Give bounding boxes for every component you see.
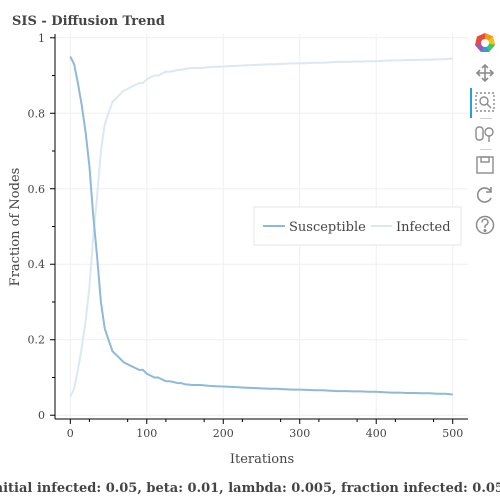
legend: Susceptible Infected bbox=[253, 206, 462, 246]
x-tick-label: 200 bbox=[213, 427, 234, 440]
legend-label-infected: Infected bbox=[396, 220, 451, 235]
x-tick-label: 500 bbox=[442, 427, 463, 440]
legend-box bbox=[253, 206, 462, 246]
y-axis-label: Fraction of Nodes bbox=[8, 168, 23, 287]
help-icon[interactable] bbox=[474, 214, 498, 236]
bokeh-logo-icon[interactable] bbox=[474, 32, 498, 54]
y-tick-label: 0.8 bbox=[28, 107, 46, 120]
axes: 0 100 200 300 400 500 0 0.2 0.4 0.6 0.8 1 bbox=[28, 32, 468, 440]
box-zoom-icon[interactable] bbox=[474, 91, 498, 113]
y-tick-label: 0 bbox=[38, 409, 45, 422]
y-tick-label: 1 bbox=[38, 32, 45, 45]
series-line-susceptible bbox=[69, 56, 453, 396]
x-tick-label: 100 bbox=[136, 427, 157, 440]
legend-label-susceptible: Susceptible bbox=[289, 220, 366, 235]
pan-icon[interactable] bbox=[474, 62, 498, 84]
toolbar bbox=[470, 30, 500, 270]
chart-subtitle: Initial infected: 0.05, beta: 0.01, lamb… bbox=[0, 481, 500, 496]
y-tick-label: 0.2 bbox=[28, 334, 46, 347]
x-tick-label: 400 bbox=[366, 427, 387, 440]
series-layer bbox=[69, 56, 453, 397]
y-tick-label: 0.4 bbox=[28, 258, 46, 271]
x-tick-label: 0 bbox=[67, 427, 74, 440]
reset-icon[interactable] bbox=[474, 184, 498, 206]
x-tick-label: 300 bbox=[289, 427, 310, 440]
series-line-infected bbox=[69, 57, 453, 397]
x-axis-label: Iterations bbox=[230, 452, 294, 467]
chart-title: SIS - Diffusion Trend bbox=[12, 14, 165, 29]
toolbar-separator bbox=[480, 149, 492, 150]
toolbar-separator bbox=[480, 118, 492, 119]
y-tick-label: 0.6 bbox=[28, 183, 46, 196]
wheel-zoom-icon[interactable] bbox=[474, 123, 498, 145]
save-icon[interactable] bbox=[474, 154, 498, 176]
active-tool-indicator bbox=[470, 88, 472, 118]
